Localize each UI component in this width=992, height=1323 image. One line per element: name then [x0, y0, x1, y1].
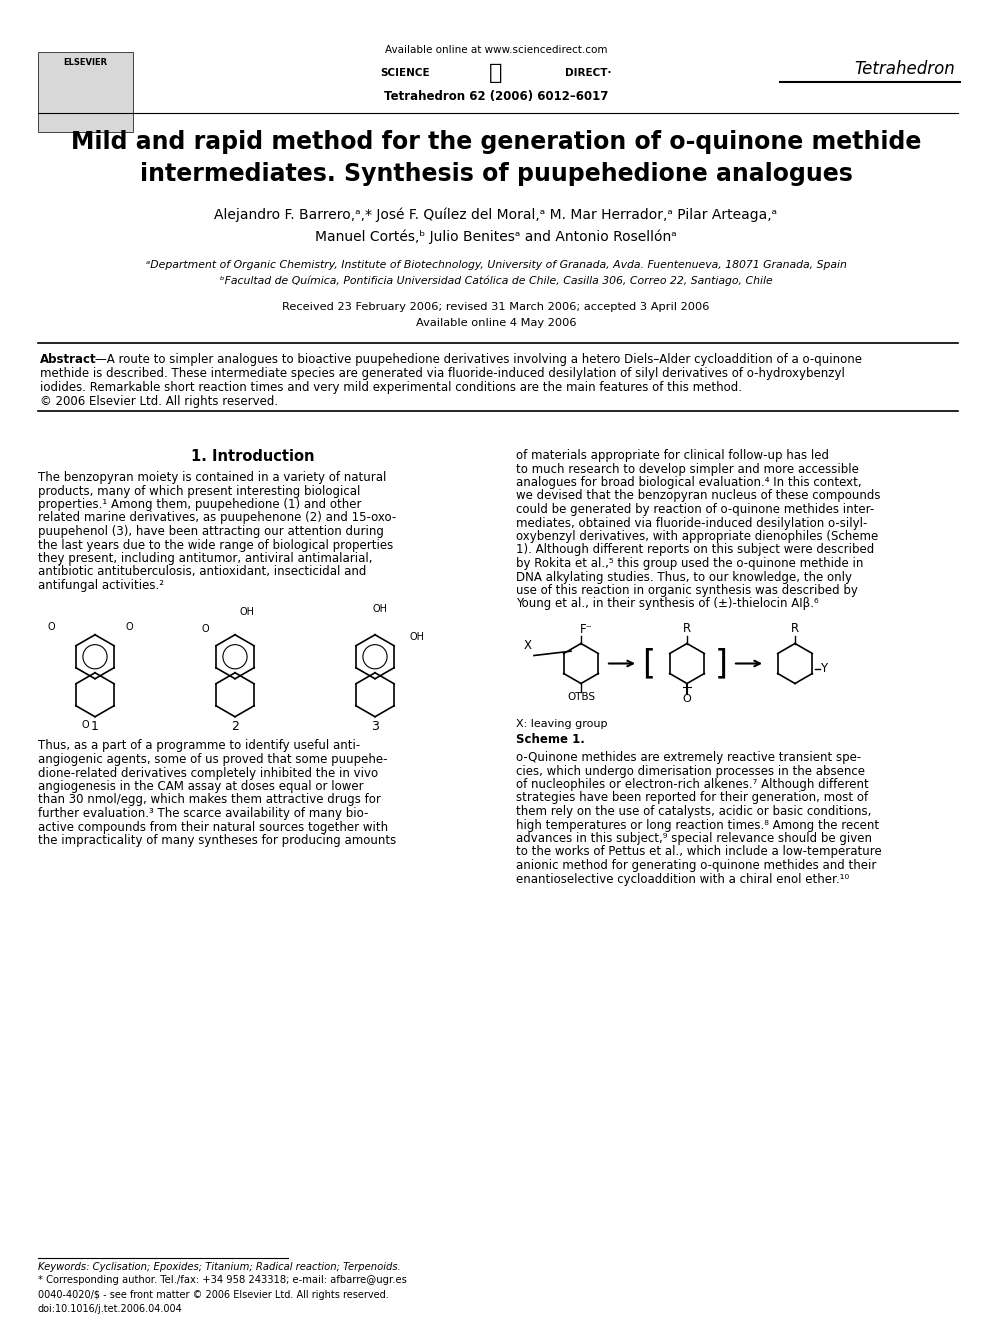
- Text: oxybenzyl derivatives, with appropriate dienophiles (Scheme: oxybenzyl derivatives, with appropriate …: [516, 531, 878, 542]
- Text: of nucleophiles or electron-rich alkenes.⁷ Although different: of nucleophiles or electron-rich alkenes…: [516, 778, 869, 791]
- Text: dione-related derivatives completely inhibited the in vivo: dione-related derivatives completely inh…: [38, 766, 378, 779]
- Text: X: X: [524, 639, 532, 652]
- Text: angiogenesis in the CAM assay at doses equal or lower: angiogenesis in the CAM assay at doses e…: [38, 781, 364, 792]
- Text: R: R: [791, 623, 800, 635]
- Text: Available online at www.sciencedirect.com: Available online at www.sciencedirect.co…: [385, 45, 607, 56]
- Text: ELSEVIER: ELSEVIER: [62, 58, 107, 67]
- Text: OH: OH: [410, 632, 425, 642]
- Text: ⓓ: ⓓ: [489, 64, 503, 83]
- Text: 1. Introduction: 1. Introduction: [191, 448, 314, 464]
- Text: Alejandro F. Barrero,ᵃ,* José F. Quílez del Moral,ᵃ M. Mar Herrador,ᵃ Pilar Arte: Alejandro F. Barrero,ᵃ,* José F. Quílez …: [214, 208, 778, 222]
- Text: the last years due to the wide range of biological properties: the last years due to the wide range of …: [38, 538, 393, 552]
- Text: DNA alkylating studies. Thus, to our knowledge, the only: DNA alkylating studies. Thus, to our kno…: [516, 570, 852, 583]
- Text: by Rokita et al.,⁵ this group used the o-quinone methide in: by Rokita et al.,⁵ this group used the o…: [516, 557, 863, 570]
- Text: DIRECT·: DIRECT·: [565, 67, 611, 78]
- Text: O: O: [48, 622, 55, 632]
- Text: intermediates. Synthesis of puupehedione analogues: intermediates. Synthesis of puupehedione…: [140, 161, 852, 187]
- Text: 0040-4020/$ - see front matter © 2006 Elsevier Ltd. All rights reserved.: 0040-4020/$ - see front matter © 2006 El…: [38, 1290, 389, 1301]
- Text: Scheme 1.: Scheme 1.: [516, 733, 585, 746]
- Text: Mild and rapid method for the generation of o-quinone methide: Mild and rapid method for the generation…: [70, 130, 922, 153]
- Text: could be generated by reaction of o-quinone methides inter-: could be generated by reaction of o-quin…: [516, 503, 874, 516]
- Text: antibiotic antituberculosis, antioxidant, insecticidal and: antibiotic antituberculosis, antioxidant…: [38, 565, 366, 578]
- Text: enantioselective cycloaddition with a chiral enol ether.¹⁰: enantioselective cycloaddition with a ch…: [516, 872, 849, 885]
- Text: Abstract: Abstract: [40, 353, 96, 366]
- Text: related marine derivatives, as puupehenone (2) and 15-oxo-: related marine derivatives, as puupeheno…: [38, 512, 396, 524]
- Text: F⁻: F⁻: [579, 623, 592, 636]
- Text: strategies have been reported for their generation, most of: strategies have been reported for their …: [516, 791, 868, 804]
- Text: they present, including antitumor, antiviral antimalarial,: they present, including antitumor, antiv…: [38, 552, 373, 565]
- Text: cies, which undergo dimerisation processes in the absence: cies, which undergo dimerisation process…: [516, 765, 865, 778]
- Text: puupehenol (3), have been attracting our attention during: puupehenol (3), have been attracting our…: [38, 525, 384, 538]
- Text: X: leaving group: X: leaving group: [516, 718, 607, 729]
- Text: products, many of which present interesting biological: products, many of which present interest…: [38, 484, 360, 497]
- Text: O: O: [682, 693, 691, 704]
- Text: high temperatures or long reaction times.⁸ Among the recent: high temperatures or long reaction times…: [516, 819, 879, 831]
- Text: R: R: [682, 623, 691, 635]
- Text: Received 23 February 2006; revised 31 March 2006; accepted 3 April 2006: Received 23 February 2006; revised 31 Ma…: [283, 302, 709, 312]
- Text: ᵇFacultad de Química, Pontificia Universidad Católica de Chile, Casilla 306, Cor: ᵇFacultad de Química, Pontificia Univers…: [219, 277, 773, 287]
- Text: of materials appropriate for clinical follow-up has led: of materials appropriate for clinical fo…: [516, 448, 829, 462]
- Text: [: [: [642, 647, 655, 680]
- Text: SCIENCE: SCIENCE: [380, 67, 430, 78]
- Text: O: O: [81, 720, 89, 730]
- Text: Tetrahedron: Tetrahedron: [854, 60, 955, 78]
- Text: 3: 3: [371, 721, 379, 733]
- Text: © 2006 Elsevier Ltd. All rights reserved.: © 2006 Elsevier Ltd. All rights reserved…: [40, 396, 278, 407]
- Text: properties.¹ Among them, puupehedione (1) and other: properties.¹ Among them, puupehedione (1…: [38, 497, 361, 511]
- Text: Keywords: Cyclisation; Epoxides; Titanium; Radical reaction; Terpenoids.: Keywords: Cyclisation; Epoxides; Titaniu…: [38, 1262, 401, 1271]
- Text: O: O: [201, 623, 208, 634]
- Text: O: O: [125, 622, 133, 632]
- Text: angiogenic agents, some of us proved that some puupehe-: angiogenic agents, some of us proved tha…: [38, 753, 388, 766]
- Text: doi:10.1016/j.tet.2006.04.004: doi:10.1016/j.tet.2006.04.004: [38, 1304, 183, 1314]
- Text: OTBS: OTBS: [567, 692, 595, 701]
- Text: Y: Y: [820, 662, 827, 675]
- Text: active compounds from their natural sources together with: active compounds from their natural sour…: [38, 820, 388, 833]
- Text: methide is described. These intermediate species are generated via fluoride-indu: methide is described. These intermediate…: [40, 366, 845, 380]
- Text: 1: 1: [91, 721, 99, 733]
- Text: the impracticality of many syntheses for producing amounts: the impracticality of many syntheses for…: [38, 833, 396, 847]
- Text: to the works of Pettus et al., which include a low-temperature: to the works of Pettus et al., which inc…: [516, 845, 882, 859]
- Text: OH: OH: [239, 607, 255, 617]
- Text: analogues for broad biological evaluation.⁴ In this context,: analogues for broad biological evaluatio…: [516, 476, 862, 490]
- Text: The benzopyran moiety is contained in a variety of natural: The benzopyran moiety is contained in a …: [38, 471, 386, 484]
- Text: ]: ]: [715, 647, 728, 680]
- Text: mediates, obtained via fluoride-induced desilylation o-silyl-: mediates, obtained via fluoride-induced …: [516, 516, 867, 529]
- Text: than 30 nmol/egg, which makes them attractive drugs for: than 30 nmol/egg, which makes them attra…: [38, 794, 381, 807]
- Text: anionic method for generating o-quinone methides and their: anionic method for generating o-quinone …: [516, 859, 876, 872]
- Text: 1). Although different reports on this subject were described: 1). Although different reports on this s…: [516, 544, 874, 557]
- Text: o-Quinone methides are extremely reactive transient spe-: o-Quinone methides are extremely reactiv…: [516, 751, 861, 763]
- FancyBboxPatch shape: [38, 52, 133, 132]
- Text: —A route to simpler analogues to bioactive puupehedione derivatives involving a : —A route to simpler analogues to bioacti…: [95, 353, 862, 366]
- Text: Thus, as a part of a programme to identify useful anti-: Thus, as a part of a programme to identi…: [38, 740, 360, 753]
- Text: * Corresponding author. Tel./fax: +34 958 243318; e-mail: afbarre@ugr.es: * Corresponding author. Tel./fax: +34 95…: [38, 1275, 407, 1285]
- Text: antifungal activities.²: antifungal activities.²: [38, 579, 164, 591]
- Text: them rely on the use of catalysts, acidic or basic conditions,: them rely on the use of catalysts, acidi…: [516, 804, 871, 818]
- Text: 2: 2: [231, 721, 239, 733]
- Text: Available online 4 May 2006: Available online 4 May 2006: [416, 318, 576, 328]
- Text: ᵃDepartment of Organic Chemistry, Institute of Biotechnology, University of Gran: ᵃDepartment of Organic Chemistry, Instit…: [146, 261, 846, 270]
- Text: OH: OH: [373, 603, 388, 614]
- Text: iodides. Remarkable short reaction times and very mild experimental conditions a: iodides. Remarkable short reaction times…: [40, 381, 742, 394]
- Text: use of this reaction in organic synthesis was described by: use of this reaction in organic synthesi…: [516, 583, 858, 597]
- Text: Manuel Cortés,ᵇ Julio Benitesᵃ and Antonio Rosellónᵃ: Manuel Cortés,ᵇ Julio Benitesᵃ and Anton…: [315, 230, 677, 245]
- Text: advances in this subject,⁹ special relevance should be given: advances in this subject,⁹ special relev…: [516, 832, 872, 845]
- Text: Young et al., in their synthesis of (±)-thielocin AIβ.⁶: Young et al., in their synthesis of (±)-…: [516, 598, 818, 610]
- Text: further evaluation.³ The scarce availability of many bio-: further evaluation.³ The scarce availabi…: [38, 807, 368, 820]
- Text: Tetrahedron 62 (2006) 6012–6017: Tetrahedron 62 (2006) 6012–6017: [384, 90, 608, 103]
- Text: we devised that the benzopyran nucleus of these compounds: we devised that the benzopyran nucleus o…: [516, 490, 881, 503]
- Text: to much research to develop simpler and more accessible: to much research to develop simpler and …: [516, 463, 859, 475]
